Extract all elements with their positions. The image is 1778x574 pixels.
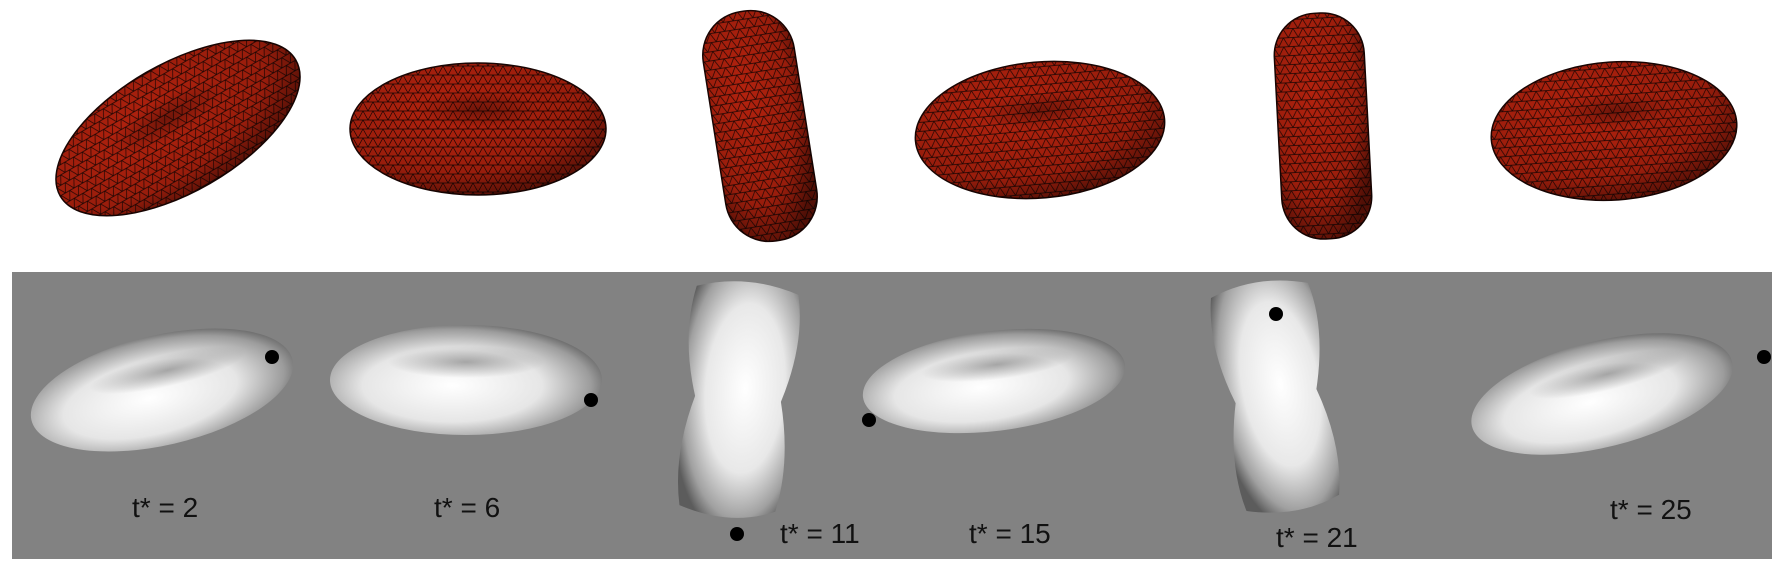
rendered-cell-6	[1471, 333, 1733, 455]
rendered-cell-panel: t* = 2 t* = 6 t* = 11 t* = 15 t* = 21 t*…	[12, 272, 1772, 559]
time-label-2: t* = 6	[434, 492, 501, 523]
rendered-cell-2	[330, 325, 602, 435]
mesh-cell-6	[1490, 60, 1738, 202]
mesh-cell-4	[914, 60, 1166, 200]
rendered-cell-3	[678, 281, 800, 518]
time-label-1: t* = 2	[132, 492, 199, 523]
marker-dot-1	[265, 350, 279, 364]
time-label-4: t* = 15	[969, 518, 1051, 549]
mesh-cell-2	[349, 62, 607, 196]
rendered-cells-svg	[30, 280, 1771, 541]
marker-dot-2	[584, 393, 598, 407]
rendered-cell-4	[862, 328, 1126, 434]
marker-dot-5	[1269, 307, 1283, 321]
marker-dot-4	[862, 413, 876, 427]
mesh-cell-row	[0, 0, 1778, 265]
mesh-cell-5	[1273, 12, 1373, 240]
mesh-cells-svg	[55, 9, 1738, 243]
rendered-cell-1	[30, 328, 294, 452]
mesh-cell-3	[702, 9, 818, 243]
time-label-6: t* = 25	[1610, 494, 1692, 525]
marker-dot-3	[730, 527, 744, 541]
rendered-cell-5	[1210, 280, 1340, 513]
mesh-cell-1	[55, 39, 301, 217]
time-label-5: t* = 21	[1276, 522, 1358, 553]
time-label-3: t* = 11	[780, 518, 860, 549]
marker-dot-6	[1757, 350, 1771, 364]
